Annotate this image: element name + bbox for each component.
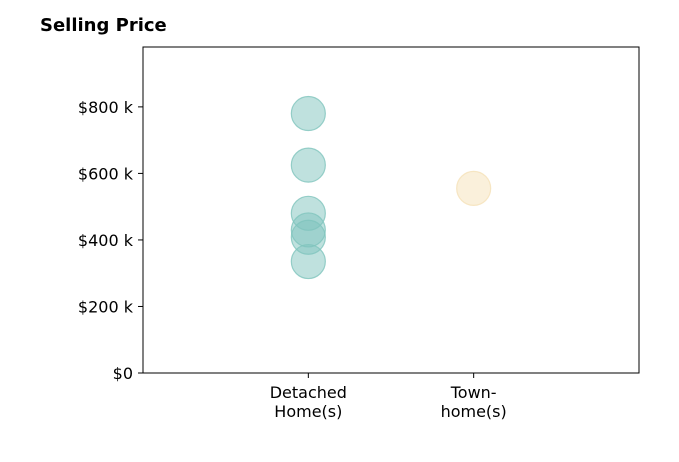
x-tick-label: Town- [450,383,497,402]
y-tick-label: $600 k [78,164,134,183]
y-tick-label: $400 k [78,231,134,250]
data-point [290,147,326,183]
plot-area [142,46,640,374]
y-tick-label: $0 [113,364,133,383]
x-tick-label: Detached [270,383,347,402]
data-point [290,95,326,132]
data-point [290,243,326,280]
data-point [456,170,492,206]
y-axis: $0 $200 k $400 k $600 k $800 k [78,98,143,383]
chart-title: Selling Price [40,15,167,36]
data-points [290,95,492,280]
x-tick-label: home(s) [441,402,507,421]
y-tick-label: $200 k [78,297,134,316]
x-tick-label: Home(s) [274,402,342,421]
y-tick-label: $800 k [78,98,134,117]
